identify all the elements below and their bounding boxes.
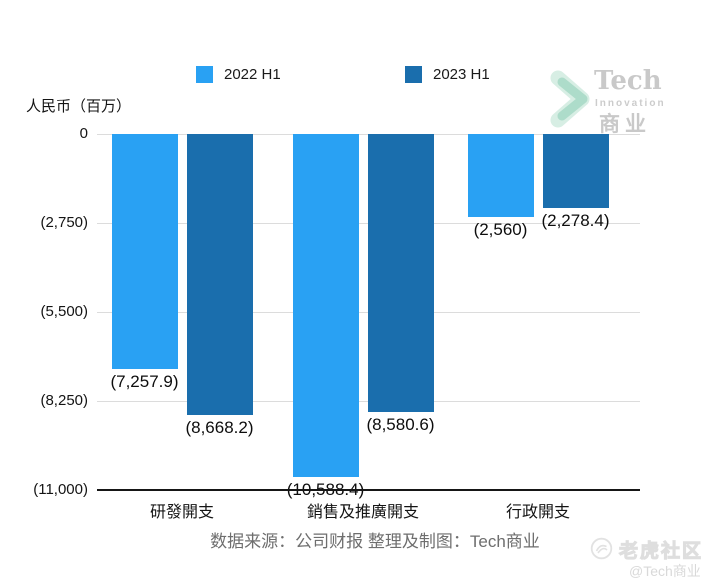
brand-watermark-word: Tech <box>594 66 662 96</box>
bar-2022-h1-2 <box>467 134 534 217</box>
legend-label-2022-h1: 2022 H1 <box>224 66 281 83</box>
community-watermark-handle: @Tech商业 <box>629 563 701 579</box>
x-axis-category-label: 行政開支 <box>505 504 570 521</box>
bar-2023-h1-2 <box>542 134 609 208</box>
brand-watermark-sub: Innovation <box>595 98 666 109</box>
legend-swatch-2022-h1 <box>196 66 213 83</box>
x-axis-category-label: 研發開支 <box>149 504 214 521</box>
y-axis-tick-label: (2,750) <box>40 214 88 231</box>
legend-item-2023-h1: 2023 H1 <box>405 66 490 83</box>
community-watermark-name: 老虎社区 <box>618 541 704 563</box>
y-axis-tick-label: 0 <box>79 125 88 142</box>
bar-value-label: (2,278.4) <box>541 210 610 230</box>
x-axis-line <box>97 489 640 491</box>
brand-watermark: Tech Innovation 商业 <box>548 62 706 136</box>
bar-2023-h1-0 <box>186 134 253 415</box>
legend-label-2023-h1: 2023 H1 <box>433 66 490 83</box>
tiger-logo-icon <box>590 537 613 560</box>
chevron-icon <box>550 70 590 128</box>
bar-2022-h1-0 <box>111 134 178 369</box>
y-axis-tick-label: (11,000) <box>33 481 88 498</box>
bar-value-label: (8,580.6) <box>366 414 435 434</box>
source-note: 数据来源：公司财报 整理及制图：Tech商业 <box>210 532 540 551</box>
community-watermark: 老虎社区 @Tech商业 <box>588 534 706 582</box>
y-axis-tick-label: (5,500) <box>40 303 88 320</box>
bar-value-label: (7,257.9) <box>110 371 179 391</box>
x-axis-category-label: 銷售及推廣開支 <box>306 504 419 521</box>
legend-swatch-2023-h1 <box>405 66 422 83</box>
bar-value-label: (2,560) <box>473 219 528 239</box>
bar-2023-h1-1 <box>367 134 434 412</box>
y-axis-tick-label: (8,250) <box>40 392 88 409</box>
bar-value-label: (8,668.2) <box>185 417 254 437</box>
y-axis-title: 人民币（百万） <box>26 98 132 115</box>
brand-watermark-cn: 商业 <box>599 113 651 136</box>
bar-2022-h1-1 <box>292 134 359 477</box>
legend-item-2022-h1: 2022 H1 <box>196 66 281 83</box>
